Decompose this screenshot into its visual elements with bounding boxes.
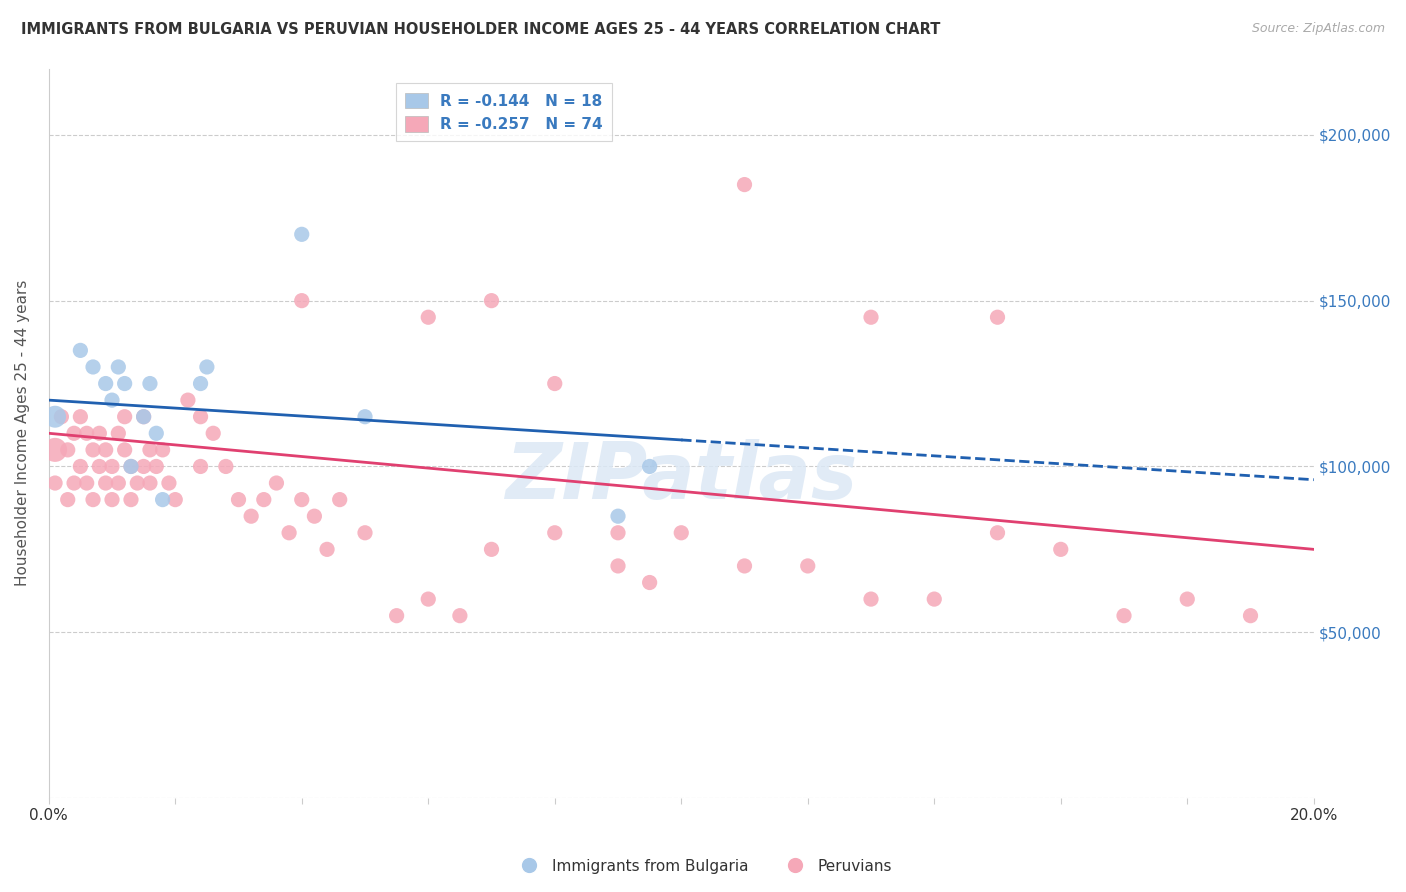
Point [145, 459, 167, 474]
Point [859, 310, 882, 325]
Point [1049, 542, 1071, 557]
Point [544, 376, 567, 391]
Point [107, 359, 129, 374]
Point [607, 558, 630, 573]
Point [76, 426, 98, 441]
Point [544, 525, 567, 540]
Point [101, 393, 124, 408]
Point [797, 558, 820, 573]
Point [240, 509, 263, 524]
Point [94, 476, 117, 491]
Point [145, 426, 167, 441]
Point [1175, 592, 1198, 607]
Point [82, 442, 104, 457]
Point [107, 476, 129, 491]
Point [316, 542, 339, 557]
Text: ZIPatlas: ZIPatlas [505, 439, 858, 515]
Point [638, 459, 661, 474]
Point [859, 592, 882, 607]
Point [449, 608, 471, 623]
Point [89, 426, 111, 441]
Point [481, 542, 503, 557]
Point [139, 476, 162, 491]
Point [418, 592, 440, 607]
Point [734, 178, 756, 192]
Point [56, 442, 79, 457]
Text: Source: ZipAtlas.com: Source: ZipAtlas.com [1251, 22, 1385, 36]
Point [195, 359, 218, 374]
Point [89, 459, 111, 474]
Point [202, 426, 225, 441]
Point [304, 509, 326, 524]
Point [139, 442, 162, 457]
Point [354, 525, 377, 540]
Point [127, 476, 149, 491]
Point [69, 343, 91, 358]
Point [607, 509, 630, 524]
Point [44, 442, 66, 457]
Point [418, 310, 440, 325]
Point [190, 409, 212, 424]
Point [82, 359, 104, 374]
Point [132, 409, 155, 424]
Point [228, 492, 250, 507]
Point [253, 492, 276, 507]
Point [114, 376, 136, 391]
Legend: Immigrants from Bulgaria, Peruvians: Immigrants from Bulgaria, Peruvians [508, 853, 898, 880]
Point [278, 525, 301, 540]
Point [82, 492, 104, 507]
Point [165, 492, 187, 507]
Point [385, 608, 408, 623]
Point [44, 476, 66, 491]
Point [157, 476, 180, 491]
Point [638, 575, 661, 590]
Point [481, 293, 503, 308]
Point [94, 376, 117, 391]
Point [986, 525, 1008, 540]
Point [120, 459, 142, 474]
Point [986, 310, 1008, 325]
Point [76, 476, 98, 491]
Point [114, 442, 136, 457]
Point [120, 492, 142, 507]
Point [922, 592, 945, 607]
Point [63, 426, 86, 441]
Point [120, 459, 142, 474]
Point [56, 492, 79, 507]
Point [1239, 608, 1261, 623]
Point [671, 525, 693, 540]
Legend: R = -0.144   N = 18, R = -0.257   N = 74: R = -0.144 N = 18, R = -0.257 N = 74 [396, 84, 612, 142]
Point [190, 459, 212, 474]
Point [51, 409, 73, 424]
Point [63, 476, 86, 491]
Point [734, 558, 756, 573]
Point [1112, 608, 1135, 623]
Point [132, 459, 155, 474]
Point [291, 293, 314, 308]
Point [354, 409, 377, 424]
Point [139, 376, 162, 391]
Y-axis label: Householder Income Ages 25 - 44 years: Householder Income Ages 25 - 44 years [15, 280, 30, 586]
Point [107, 426, 129, 441]
Point [215, 459, 238, 474]
Point [69, 409, 91, 424]
Point [114, 409, 136, 424]
Point [101, 492, 124, 507]
Point [152, 492, 174, 507]
Point [291, 227, 314, 242]
Point [607, 525, 630, 540]
Point [69, 459, 91, 474]
Point [291, 492, 314, 507]
Text: IMMIGRANTS FROM BULGARIA VS PERUVIAN HOUSEHOLDER INCOME AGES 25 - 44 YEARS CORRE: IMMIGRANTS FROM BULGARIA VS PERUVIAN HOU… [21, 22, 941, 37]
Point [132, 409, 155, 424]
Point [44, 409, 66, 424]
Point [94, 442, 117, 457]
Point [101, 459, 124, 474]
Point [152, 442, 174, 457]
Point [329, 492, 352, 507]
Point [266, 476, 288, 491]
Point [177, 393, 200, 408]
Point [190, 376, 212, 391]
